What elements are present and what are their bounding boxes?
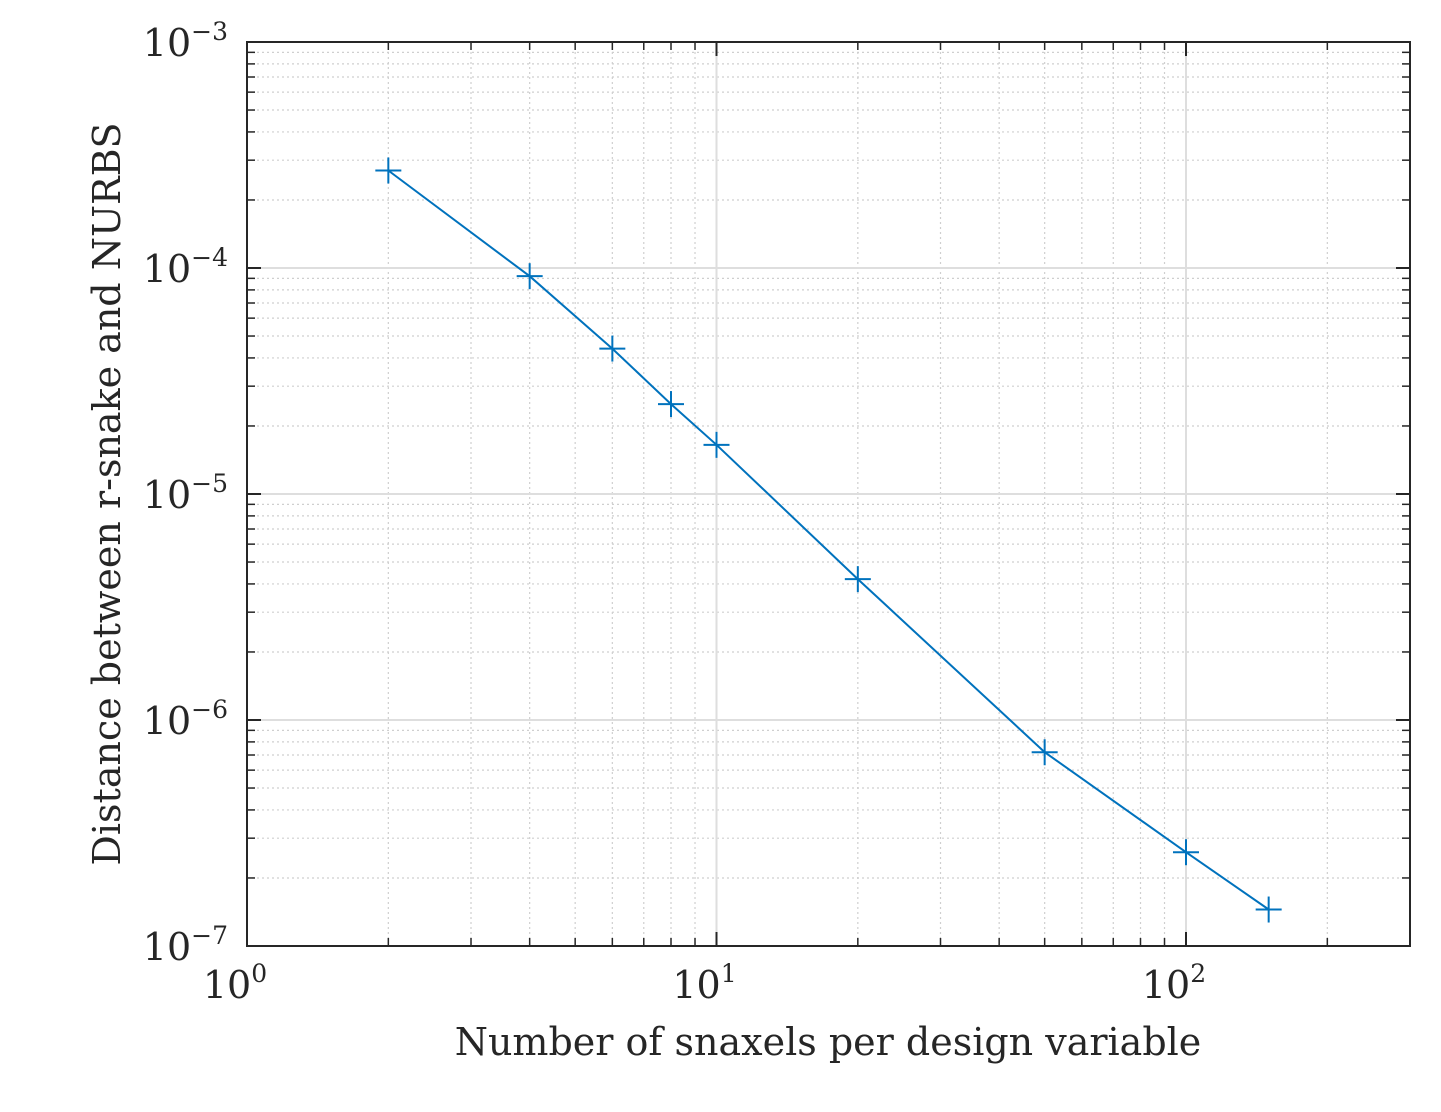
- x-axis-label: Number of snaxels per design variable: [455, 1020, 1202, 1064]
- series-layer: [375, 157, 1282, 923]
- y-axis-label: Distance between r-snake and NURBS: [85, 122, 129, 865]
- data-point-marker: [599, 335, 626, 362]
- tick-labels: 100 101 102 10−7 10−6 10−5 10−4 10−3: [143, 17, 1206, 1007]
- y-tick-label: 10−7: [143, 921, 228, 969]
- data-point-marker: [516, 263, 543, 290]
- y-tick-label: 10−4: [143, 243, 228, 291]
- x-tick-label: 100: [203, 959, 267, 1007]
- data-point-marker: [1172, 839, 1199, 866]
- x-tick-label: 101: [672, 959, 736, 1007]
- x-tick-label: 102: [1142, 959, 1206, 1007]
- axis-ticks: [246, 42, 1411, 947]
- data-point-marker: [375, 157, 402, 184]
- data-point-marker: [703, 431, 730, 458]
- data-point-marker: [844, 566, 871, 593]
- data-point-marker: [1031, 739, 1058, 766]
- data-point-marker: [657, 391, 684, 418]
- y-tick-label: 10−5: [143, 469, 228, 517]
- y-tick-label: 10−6: [143, 695, 228, 743]
- series-line: [387, 169, 1270, 911]
- data-point-marker: [1255, 896, 1282, 923]
- y-tick-label: 10−3: [143, 17, 228, 65]
